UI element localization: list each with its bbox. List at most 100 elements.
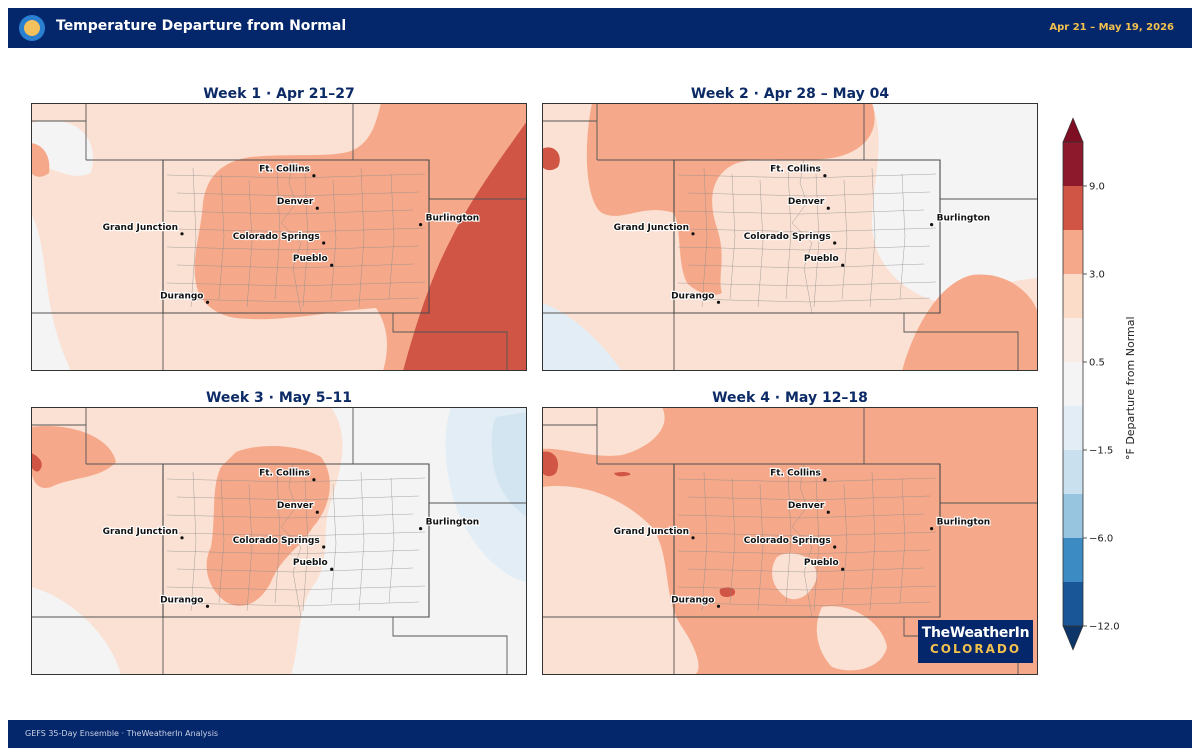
anomaly-region-2-5: [206, 445, 330, 606]
city-label: Grand Junction: [103, 223, 178, 233]
city-dot: [841, 567, 845, 571]
header-bar: Temperature Departure from Normal Apr 21…: [8, 8, 1192, 48]
city-dot: [716, 300, 721, 304]
city-label: Durango: [671, 291, 714, 301]
footer-source: GEFS 35-Day Ensemble · TheWeatherIn Anal…: [25, 729, 219, 738]
anomaly-region-1-3: [586, 103, 875, 295]
colorbar-legend: 9.0 3.0 0.5 −1.5 −6.0 −12.0: [1062, 117, 1120, 651]
colorbar-segment: [1063, 318, 1083, 362]
anomaly-region-2-7: [31, 453, 42, 472]
city-label: Durango: [160, 595, 203, 605]
city-dot: [716, 604, 721, 608]
anomaly-region-0-1: [31, 213, 71, 371]
city-label: Ft. Collins: [770, 165, 821, 175]
panel-title-week-2: Week 2 · Apr 28 – May 04: [690, 86, 890, 102]
colorbar-segment: [1063, 274, 1083, 318]
anomaly-region-1-2: [542, 303, 622, 371]
city-label: Denver: [788, 501, 825, 511]
anomaly-region-2-3: [491, 412, 527, 517]
city-dot: [691, 232, 695, 236]
city-dot: [823, 478, 827, 482]
anomaly-region-1-4: [902, 274, 1038, 371]
colorbar-title: °F Departure from Normal: [1124, 316, 1137, 460]
map-week-2: Ft. Collins Denver Burlington Grand Junctio…: [542, 103, 1038, 371]
colorbar-segment: [1063, 582, 1083, 626]
city-label: Burlington: [937, 518, 991, 528]
anomaly-region-0-4: [403, 121, 527, 371]
anomaly-region-0-5: [31, 143, 50, 177]
panel-title-week-3: Week 3 · May 5–11: [205, 390, 353, 406]
city-dot: [180, 232, 184, 236]
colorbar-segment: [1063, 450, 1083, 494]
brand-region: COLORADO: [929, 642, 1022, 656]
city-dot: [419, 223, 423, 227]
city-label: Denver: [788, 197, 825, 207]
colorbar-segment: [1063, 538, 1083, 582]
colorbar-tick-label: −1.5: [1089, 446, 1113, 457]
colorbar-segment: [1063, 362, 1083, 406]
city-label: Burlington: [426, 518, 480, 528]
city-dot: [419, 527, 423, 531]
city-label: Denver: [277, 197, 314, 207]
city-label: Durango: [671, 595, 714, 605]
city-label: Ft. Collins: [259, 469, 310, 479]
city-label: Burlington: [937, 214, 991, 224]
city-dot: [930, 223, 934, 227]
colorbar-segment: [1063, 142, 1083, 186]
colorbar-max-arrow: [1062, 117, 1084, 143]
city-dot: [826, 206, 830, 210]
panel-title-week-4: Week 4 · May 12–18: [712, 390, 868, 406]
city-label: Pueblo: [293, 558, 328, 568]
colorbar-segment: [1063, 230, 1083, 274]
anomaly-region-1-1: [872, 103, 1038, 303]
colorbar-min-arrow: [1062, 625, 1084, 651]
city-dot: [312, 478, 316, 482]
footer-bar: GEFS 35-Day Ensemble · TheWeatherIn Anal…: [8, 720, 1192, 748]
city-dot: [312, 174, 316, 178]
anomaly-region-3-4: [816, 606, 887, 671]
anomaly-region-3-6: [719, 587, 736, 597]
city-label: Grand Junction: [614, 527, 689, 537]
colorbar-tick-label: 9.0: [1089, 182, 1105, 193]
colorado-border: [673, 463, 941, 618]
colorbar-tick-label: 3.0: [1089, 270, 1105, 281]
city-dot: [841, 263, 845, 267]
city-dot: [322, 545, 326, 549]
city-dot: [330, 567, 334, 571]
map-week-3: Ft. Collins Denver Burlington Grand Junctio…: [31, 407, 527, 675]
anomaly-region-2-4: [31, 587, 121, 675]
city-label: Pueblo: [804, 254, 839, 264]
sun-logo-icon: [19, 15, 45, 41]
city-label: Burlington: [426, 214, 480, 224]
city-dot: [330, 263, 334, 267]
colorbar-tick-label: 0.5: [1089, 358, 1105, 369]
city-dot: [691, 536, 695, 540]
city-dot: [833, 241, 837, 245]
city-label: Colorado Springs: [233, 232, 320, 242]
anomaly-region-3-5: [542, 451, 559, 477]
colorbar-segment: [1063, 406, 1083, 450]
anomaly-region-3-3: [772, 553, 817, 600]
city-label: Grand Junction: [614, 223, 689, 233]
city-label: Ft. Collins: [259, 165, 310, 175]
colorbar-segment: [1063, 186, 1083, 230]
city-label: Colorado Springs: [744, 536, 831, 546]
city-label: Pueblo: [804, 558, 839, 568]
city-dot: [205, 300, 210, 304]
city-dot: [826, 510, 830, 514]
anomaly-region-3-2: [542, 407, 665, 456]
city-dot: [930, 527, 934, 531]
panel-title-week-1: Week 1 · Apr 21–27: [203, 86, 355, 102]
city-label: Durango: [160, 291, 203, 301]
brand-name: TheWeatherIn: [921, 625, 1030, 641]
city-dot: [833, 545, 837, 549]
colorbar-tick-label: −12.0: [1089, 622, 1120, 633]
map-week-1: Ft. Collins Denver Burlington Grand Junctio…: [31, 103, 527, 371]
city-dot: [823, 174, 827, 178]
anomaly-region-2-6: [31, 426, 116, 488]
city-dot: [322, 241, 326, 245]
brand-logo: TheWeatherIn COLORADO: [918, 620, 1033, 663]
colorbar-tick-label: −6.0: [1089, 534, 1113, 545]
date-range: Apr 21 – May 19, 2026: [1049, 22, 1174, 33]
colorado-border: [162, 159, 430, 314]
